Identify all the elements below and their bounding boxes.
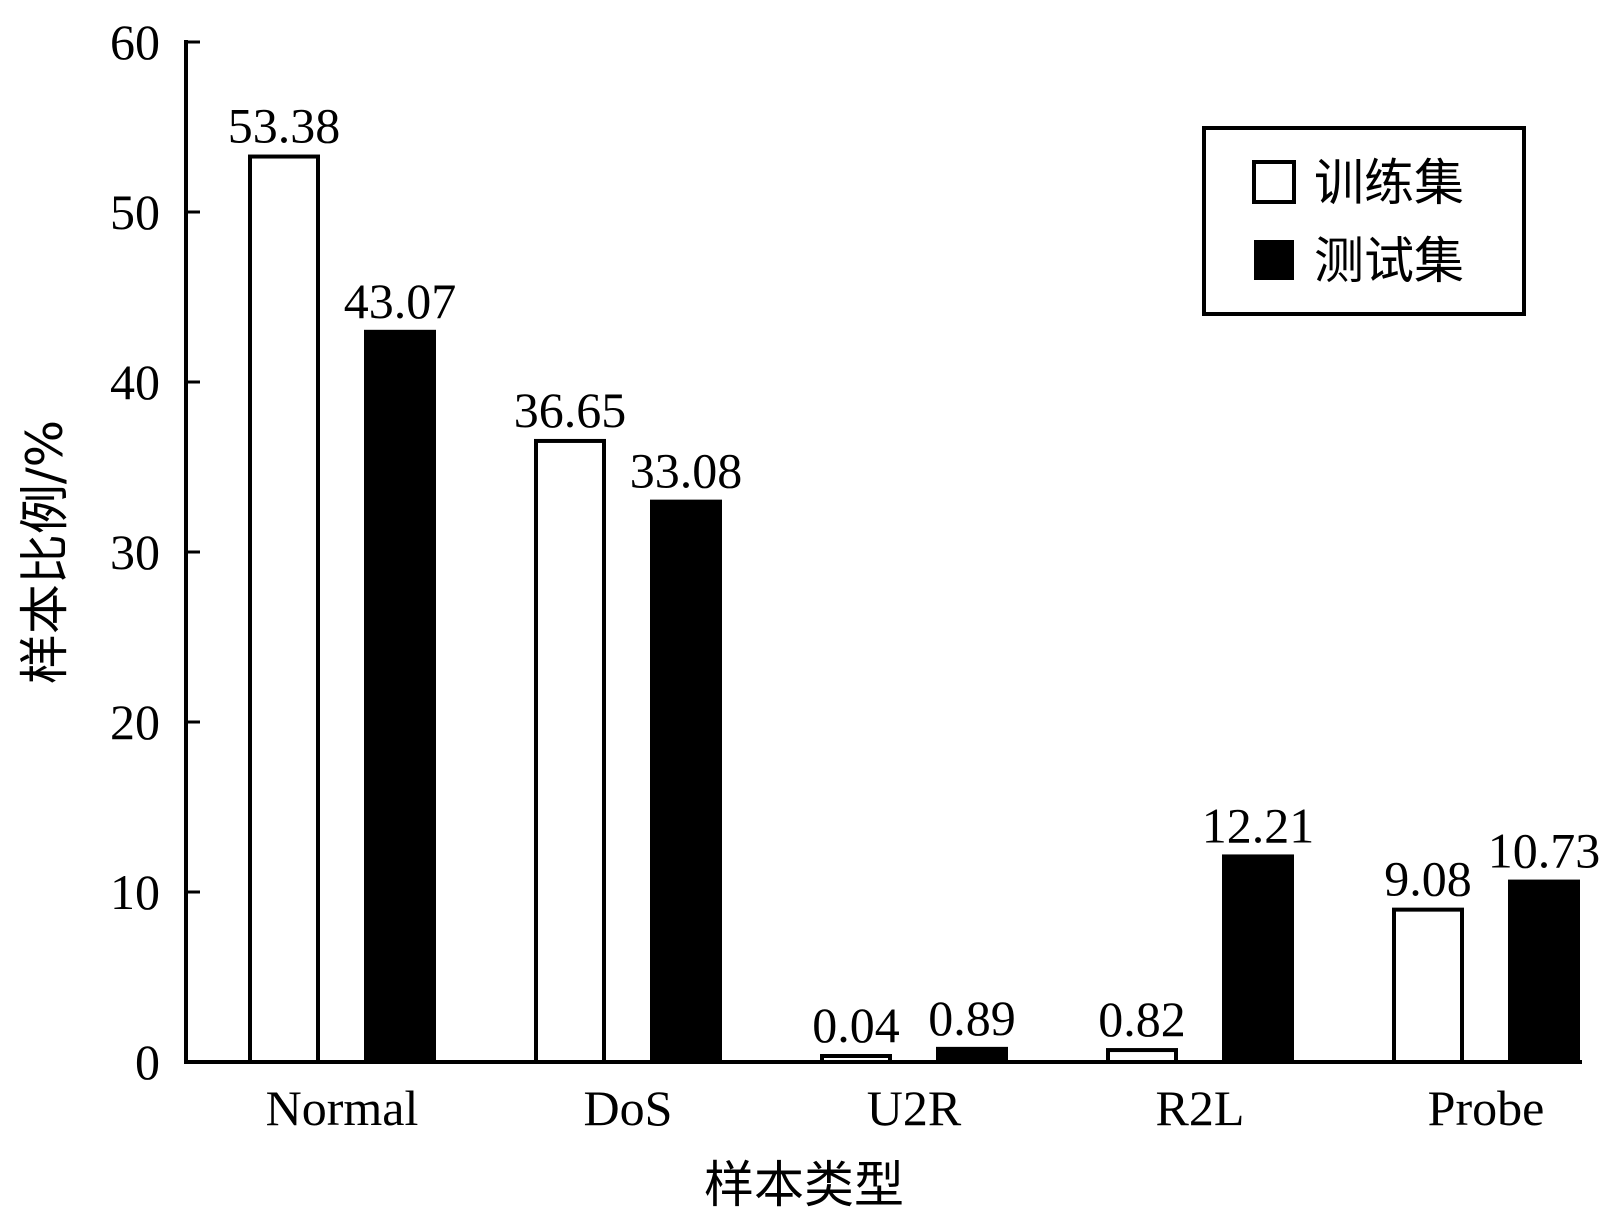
legend-swatch-series-1 — [1252, 160, 1296, 204]
data-label-normal-series-2: 43.07 — [344, 273, 457, 329]
data-label-probe-series-2: 10.73 — [1488, 823, 1601, 879]
bar-dos-series-1 — [534, 438, 606, 1064]
data-label-u2r-series-1: 0.04 — [812, 997, 900, 1053]
y-tick-label: 10 — [110, 864, 160, 920]
bar-probe-series-1 — [1392, 907, 1464, 1065]
y-tick-label: 20 — [110, 694, 160, 750]
legend-label-series-2: 测试集 — [1314, 232, 1464, 290]
bars-layer — [248, 154, 1580, 1065]
legend-box — [1202, 126, 1526, 316]
data-label-probe-series-1: 9.08 — [1384, 851, 1472, 907]
bar-u2r-series-2 — [936, 1046, 1008, 1062]
axes-layer — [184, 40, 1582, 1064]
data-label-normal-series-1: 53.38 — [228, 98, 341, 154]
x-tick-label-dos: DoS — [584, 1080, 673, 1136]
y-tick-label: 0 — [135, 1034, 160, 1090]
data-label-dos-series-2: 33.08 — [630, 443, 743, 499]
x-tick-label-r2l: R2L — [1156, 1080, 1245, 1136]
legend-label-series-1: 训练集 — [1314, 154, 1464, 212]
y-tick-label: 50 — [110, 184, 160, 240]
bar-probe-series-2 — [1508, 879, 1580, 1062]
data-label-r2l-series-2: 12.21 — [1202, 797, 1315, 853]
y-tick-label: 60 — [110, 14, 160, 70]
x-tick-label-probe: Probe — [1428, 1080, 1545, 1136]
legend-swatch-series-2 — [1254, 240, 1294, 280]
y-tick-label: 30 — [110, 524, 160, 580]
bar-normal-series-1 — [248, 154, 320, 1065]
x-tick-label-u2r: U2R — [867, 1080, 962, 1136]
labels-layer: 53.38 36.65 0.04 0.82 9.08 43.07 33.08 0.89 12.2… — [16, 14, 1600, 1214]
y-axis-title: 样本比例/% — [16, 420, 74, 684]
data-label-r2l-series-1: 0.82 — [1098, 991, 1186, 1047]
y-tick-label: 40 — [110, 354, 160, 410]
bar-dos-series-2 — [650, 499, 722, 1062]
bar-r2l-series-2 — [1222, 854, 1294, 1062]
x-axis-title: 样本类型 — [704, 1156, 904, 1214]
data-label-u2r-series-2: 0.89 — [928, 990, 1016, 1046]
x-tick-label-normal: Normal — [266, 1080, 419, 1136]
data-label-dos-series-1: 36.65 — [514, 382, 627, 438]
bar-normal-series-2 — [364, 329, 436, 1062]
